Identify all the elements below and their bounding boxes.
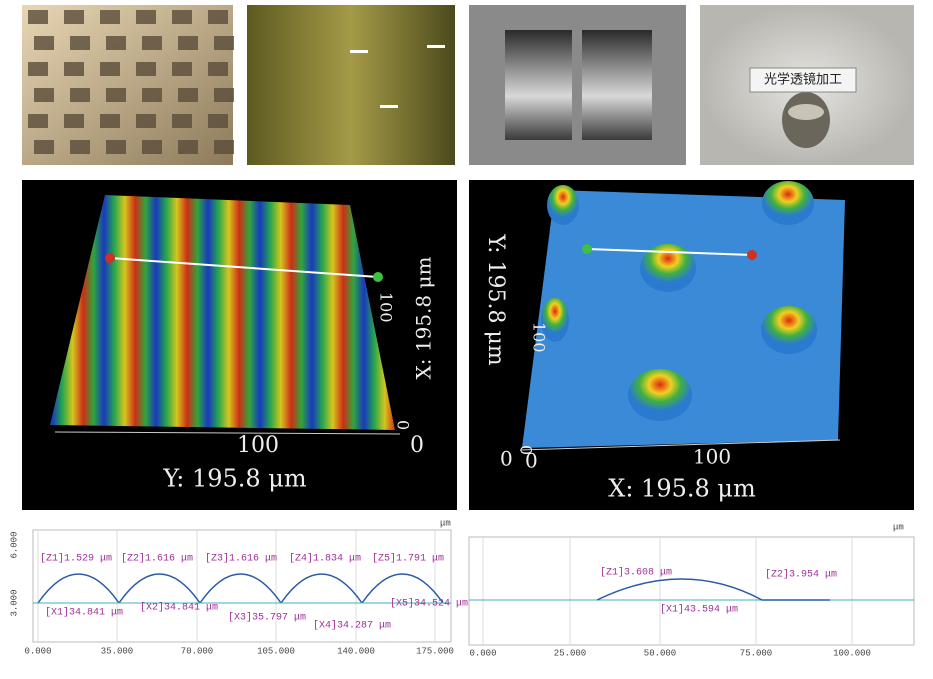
pit [142, 140, 162, 154]
pit [100, 10, 120, 24]
x-tick-label: 35.000 [101, 646, 133, 656]
pitch-annotation: [X2]34.841 μm [140, 602, 218, 614]
pit [208, 114, 228, 128]
unit: μm [893, 522, 904, 532]
pit [34, 36, 54, 50]
pit [64, 114, 84, 128]
pit [214, 140, 234, 154]
pitch-annotation: [X4]34.287 μm [313, 620, 391, 632]
pit [136, 10, 156, 24]
photo [22, 5, 233, 165]
pitch-annotation: [X3]35.797 μm [228, 612, 306, 624]
pit [172, 62, 192, 76]
pit [100, 62, 120, 76]
pit [34, 88, 54, 102]
axis-title: X: 195.8 μm [608, 475, 756, 503]
pit [142, 88, 162, 102]
pit [106, 36, 126, 50]
height-annotation: [Z2]3.954 μm [765, 569, 837, 581]
photo-texture [28, 10, 234, 154]
pit [70, 88, 90, 102]
pit [100, 114, 120, 128]
tick: 0 [517, 445, 536, 455]
pitch-annotation: [X1]43.594 μm [660, 604, 738, 616]
height-annotation: [Z3]1.616 μm [205, 553, 277, 565]
pit [214, 36, 234, 50]
surface [50, 195, 395, 430]
photo [247, 5, 455, 165]
tick: 100 [237, 433, 279, 458]
x-tick-label: 105.000 [257, 646, 295, 656]
tick: 0 [394, 420, 413, 430]
profile-curve [596, 578, 830, 601]
pit [64, 62, 84, 76]
pit [172, 10, 192, 24]
height-annotation: [Z2]1.616 μm [121, 553, 193, 565]
x-tick-label: 75.000 [740, 648, 772, 658]
pit [34, 140, 54, 154]
pit [136, 62, 156, 76]
pitch-annotation: [X5]34.524 μm [390, 598, 468, 610]
pit [208, 10, 228, 24]
x-tick-label: 25.000 [554, 648, 586, 658]
pit [70, 36, 90, 50]
height-annotation: [Z5]1.791 μm [372, 553, 444, 565]
pit [142, 36, 162, 50]
pit [208, 62, 228, 76]
tick: 100 [693, 445, 731, 469]
axis-title: Y: 195.8 μm [483, 233, 508, 365]
axis-title: X: 195.8 μm [412, 257, 436, 380]
profile-frame [468, 536, 915, 646]
x-tick-label: 140.000 [337, 646, 375, 656]
pit [214, 88, 234, 102]
height-annotation: [Z1]3.608 μm [600, 567, 672, 579]
tooltip [749, 67, 857, 93]
height-annotation: [Z1]1.529 μm [40, 553, 112, 565]
pit [28, 62, 48, 76]
pit [172, 114, 192, 128]
y-tick-label: 6.000 [9, 531, 19, 558]
axis-title: Y: 195.8 μm [162, 465, 307, 493]
x-tick-label: 0.000 [469, 648, 496, 658]
tick: 100 [377, 292, 396, 323]
tick: 0 [525, 449, 538, 473]
profile-frame [32, 529, 452, 643]
lens-label: 光学透镜加工 [764, 72, 842, 88]
profile-curve [37, 573, 444, 604]
pit [70, 140, 90, 154]
x-tick-label: 70.000 [181, 646, 213, 656]
surface [522, 190, 845, 448]
tick: 0 [410, 433, 424, 458]
x-tick-label: 175.000 [416, 646, 454, 656]
y-tick-label: 3.000 [9, 589, 19, 616]
pit [106, 88, 126, 102]
height-annotation: [Z4]1.834 μm [289, 553, 361, 565]
pit [28, 114, 48, 128]
pit [178, 88, 198, 102]
pit [178, 36, 198, 50]
x-tick-label: 50.000 [644, 648, 676, 658]
tick: 100 [530, 322, 549, 353]
unit: μm [440, 518, 451, 528]
pit [106, 140, 126, 154]
x-tick-label: 100.000 [833, 648, 871, 658]
tick: 0 [500, 447, 513, 471]
pit [64, 10, 84, 24]
pit [178, 140, 198, 154]
x-tick-label: 0.000 [24, 646, 51, 656]
pitch-annotation: [X1]34.841 μm [45, 607, 123, 619]
photo [469, 5, 686, 165]
pit [136, 114, 156, 128]
pit [28, 10, 48, 24]
